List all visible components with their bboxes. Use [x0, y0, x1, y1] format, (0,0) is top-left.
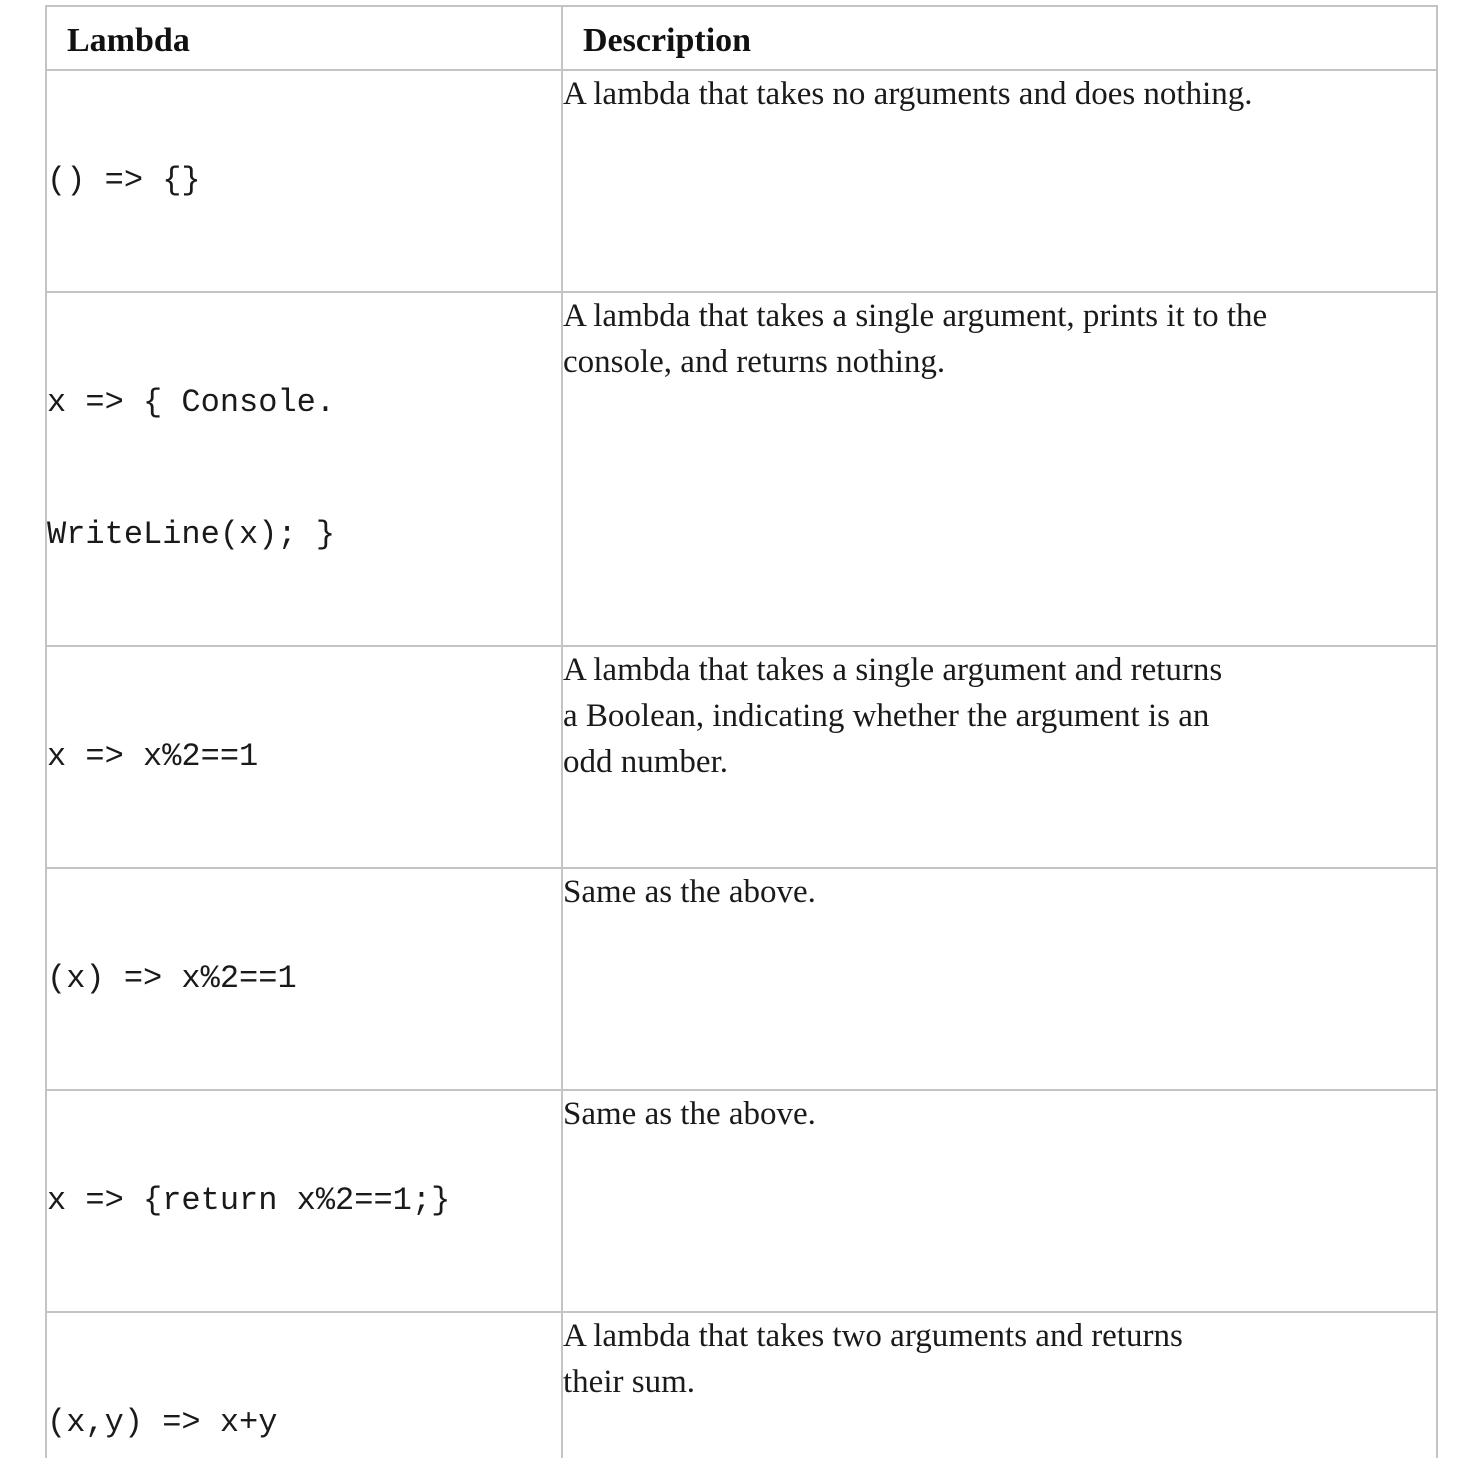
description-line: odd number.: [563, 744, 728, 780]
description-line: a Boolean, indicating whether the argume…: [563, 698, 1210, 734]
table-row: x => x%2==1 A lambda that takes a single…: [45, 645, 1438, 869]
description-cell: A lambda that takes two arguments and re…: [561, 1311, 1438, 1458]
code-line: () => {}: [47, 162, 201, 199]
lambda-code-cell: x => {return x%2==1;}: [45, 1089, 563, 1313]
header-description: Description: [561, 5, 1438, 71]
table-row: x => {return x%2==1;} Same as the above.: [45, 1089, 1438, 1313]
description-cell: A lambda that takes a single argument an…: [561, 645, 1438, 869]
description-cell: Same as the above.: [561, 867, 1438, 1091]
description-line: their sum.: [563, 1364, 695, 1400]
table-row: x => { Console. WriteLine(x); } A lambda…: [45, 291, 1438, 647]
code-line: x => { Console.: [47, 384, 336, 421]
code-line: x => {return x%2==1;}: [47, 1182, 451, 1219]
code-line: (x) => x%2==1: [47, 960, 297, 997]
lambda-code-cell: (x) => x%2==1: [45, 867, 563, 1091]
lambda-table: Lambda Description () => {} A lambda tha…: [45, 5, 1438, 1458]
description-line: Same as the above.: [563, 874, 816, 910]
description-cell: A lambda that takes a single argument, p…: [561, 291, 1438, 647]
description-line: A lambda that takes two arguments and re…: [563, 1318, 1183, 1354]
description-cell: A lambda that takes no arguments and doe…: [561, 69, 1438, 293]
lambda-code-cell: x => { Console. WriteLine(x); }: [45, 291, 563, 647]
lambda-code-cell: () => {}: [45, 69, 563, 293]
header-lambda: Lambda: [45, 5, 563, 71]
description-line: A lambda that takes a single argument an…: [563, 652, 1223, 688]
description-line: A lambda that takes no arguments and doe…: [563, 76, 1253, 112]
code-line: (x,y) => x+y: [47, 1404, 278, 1441]
lambda-code-cell: x => x%2==1: [45, 645, 563, 869]
code-line: WriteLine(x); }: [47, 516, 336, 553]
description-cell: Same as the above.: [561, 1089, 1438, 1313]
description-line: console, and returns nothing.: [563, 344, 946, 380]
description-line: Same as the above.: [563, 1096, 816, 1132]
code-line: x => x%2==1: [47, 738, 259, 775]
description-line: A lambda that takes a single argument, p…: [563, 298, 1268, 334]
table-row: (x,y) => x+y A lambda that takes two arg…: [45, 1311, 1438, 1458]
table-row: (x) => x%2==1 Same as the above.: [45, 867, 1438, 1091]
table-row: () => {} A lambda that takes no argument…: [45, 69, 1438, 293]
table-header-row: Lambda Description: [45, 5, 1438, 71]
lambda-code-cell: (x,y) => x+y: [45, 1311, 563, 1458]
